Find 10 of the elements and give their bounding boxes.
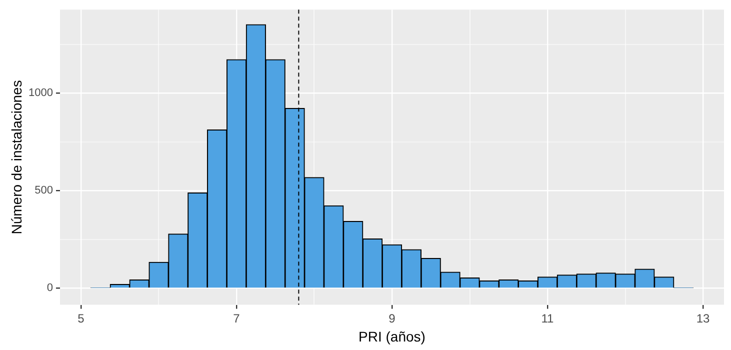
x-tick-label: 11 <box>541 311 554 326</box>
x-tick-label: 7 <box>233 311 240 326</box>
y-tick-label: 0 <box>46 282 53 294</box>
x-tick-label: 9 <box>388 311 396 326</box>
y-tick-label: 1000 <box>28 87 53 100</box>
y-tick-label: 500 <box>34 184 53 197</box>
x-tick-label: 13 <box>696 311 710 326</box>
x-axis-title: PRI (años) <box>358 328 426 344</box>
x-tick-label: 5 <box>78 311 85 326</box>
y-axis-title: Número de instalaciones <box>8 80 24 234</box>
